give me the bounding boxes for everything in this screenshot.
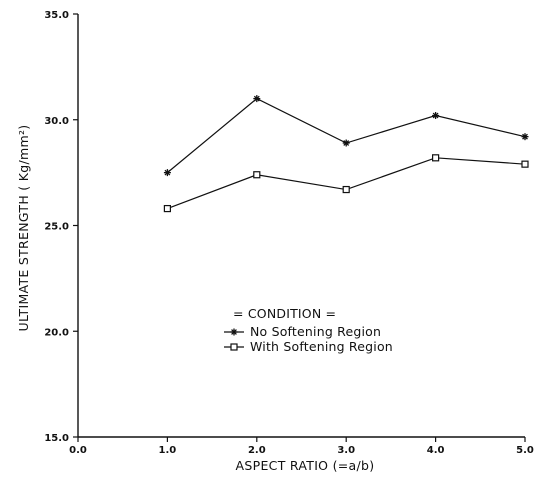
x-tick-label-3: 3.0 [337,445,355,456]
x-axis-title: ASPECT RATIO (=a/b) [236,458,375,473]
ticks [73,13,526,442]
series-0-point-4 [521,133,529,141]
y-tick-label-1: 20.0 [44,327,69,338]
x-tick-label-2: 2.0 [248,445,266,456]
series-1-point-3 [432,154,440,162]
markers [163,95,529,213]
y-tick-label-3: 30.0 [44,116,69,127]
x-tick-label-5: 5.0 [516,445,534,456]
series-0-point-2 [342,139,350,147]
y-tick-label-0: 15.0 [44,433,69,444]
series-0-point-3 [432,112,440,120]
series-1-point-1 [253,171,261,179]
series-line-1 [167,157,526,210]
legend-label-1: With Softening Region [250,339,393,354]
series-0-point-0 [163,169,171,177]
x-tick-label-4: 4.0 [427,445,445,456]
legend-label-0: No Softening Region [250,324,381,339]
x-tick-label-1: 1.0 [159,445,177,456]
series-1-point-2 [342,185,350,194]
legend-marker-1 [230,343,238,351]
series-1-point-4 [521,160,529,168]
x-tick-label-0: 0.0 [69,445,87,456]
y-tick-label-2: 25.0 [44,222,69,233]
tick-labels: 0.0 1.0 2.0 3.0 4.0 5.0 15.0 20.0 25.0 30.0 35.0 [44,10,534,456]
legend-marker-0 [230,328,238,336]
series-line-0 [167,97,526,174]
series-1-point-0 [163,204,171,213]
axes [77,14,525,438]
series-0-point-1 [253,95,261,103]
y-axis-title: ULTIMATE STRENGTH ( Kg/mm²) [16,125,31,332]
y-tick-label-4: 35.0 [44,10,69,21]
legend-title: = CONDITION = [233,306,336,321]
